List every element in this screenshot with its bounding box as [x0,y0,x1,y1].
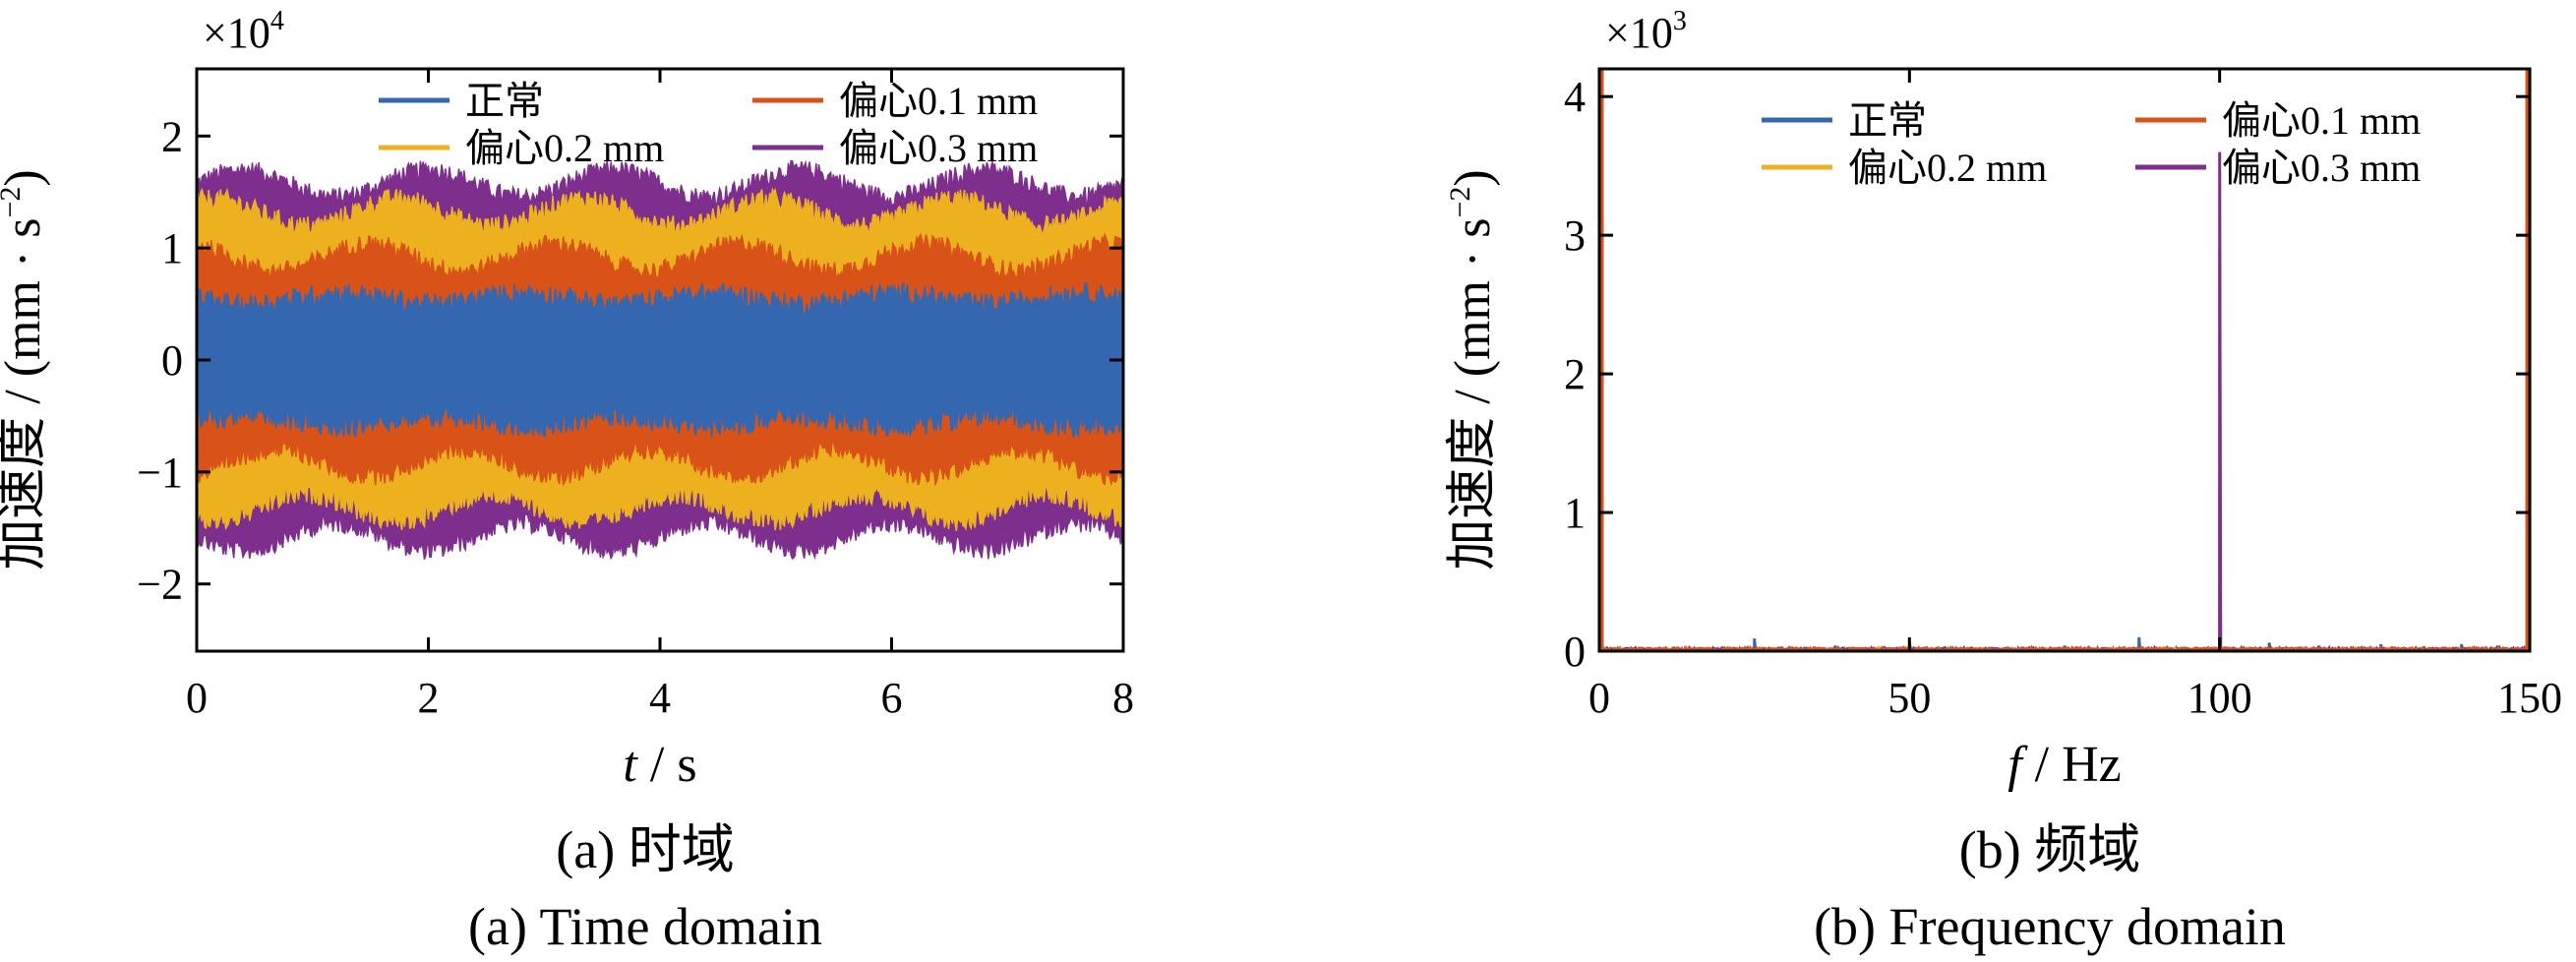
x-tick-label: 100 [2187,674,2252,722]
series-line-0 [1599,484,2530,651]
y-tick-label: 0 [161,336,183,385]
y-axis-close: ) [0,169,51,186]
multiplier-exp: 4 [270,6,284,36]
y-tick-label: −1 [137,449,183,497]
axis-multiplier: ×104 [203,6,284,57]
x-tick-label: 4 [649,674,671,722]
x-axis-label: t / s [623,737,696,793]
series-line-1 [1599,249,2530,651]
x-tick-label: 50 [1887,674,1931,722]
x-axis-var: t [623,737,638,793]
legend-label: 偏心0.1 mm [2222,98,2421,143]
y-axis-exp: −2 [0,187,27,218]
multiplier-exp: 3 [1673,6,1687,36]
y-axis-close: ) [1445,169,1501,186]
series-line-2 [1599,151,2530,651]
y-tick-label: 1 [1564,489,1586,537]
plot-frame [1597,67,2532,653]
x-axis-unit: / s [637,737,697,793]
plot-area [197,159,1123,561]
legend-label: 偏心0.3 mm [2222,146,2421,190]
chart-time: 0 2 4 6 8−2−1012×104t / s加速度 / (mm · s−2)正常偏… [0,6,1134,956]
x-axis-label: f / Hz [2007,737,2122,793]
y-tick-label: 2 [161,112,183,160]
y-axis-text: 加速度 / (mm · s [0,218,51,571]
x-tick-label: 6 [881,674,903,722]
y-axis-label: 加速度 / (mm · s−2) [1444,169,1501,570]
y-tick-label: 2 [1564,350,1586,398]
legend-label: 偏心0.2 mm [1848,146,2047,190]
x-tick-label: 0 [186,674,208,722]
legend-label: 正常 [465,79,544,123]
caption-cn: (a) 时域 [556,820,734,879]
y-tick-label: 4 [1564,73,1586,121]
y-tick-label: −2 [137,561,183,609]
caption-cn: (b) 频域 [1959,820,2140,879]
x-tick-label: 2 [418,674,440,722]
caption-en: (b) Frequency domain [1814,897,2286,956]
x-tick-label: 8 [1112,674,1134,722]
y-axis-label: 加速度 / (mm · s−2) [0,169,51,570]
y-tick-label: 1 [161,224,183,272]
multiplier-base: ×10 [1605,9,1673,57]
y-axis-text: 加速度 / (mm · s [1445,218,1501,571]
x-tick-label: 150 [2497,674,2562,722]
plot-area [1599,151,2530,651]
y-tick-label: 0 [1564,628,1586,676]
y-tick-label: 3 [1564,211,1586,260]
x-tick-label: 0 [1588,674,1610,722]
axis-multiplier: ×103 [1605,6,1687,57]
legend-label: 正常 [1848,98,1927,143]
caption-en: (a) Time domain [468,897,822,956]
legend-label: 偏心0.2 mm [465,126,664,170]
legend-label: 偏心0.1 mm [839,79,1038,123]
x-axis-unit: / Hz [2022,737,2122,793]
y-axis-exp: −2 [1444,187,1476,218]
series-band-3 [197,280,1123,439]
multiplier-base: ×10 [203,9,270,57]
legend-label: 偏心0.3 mm [839,126,1038,170]
